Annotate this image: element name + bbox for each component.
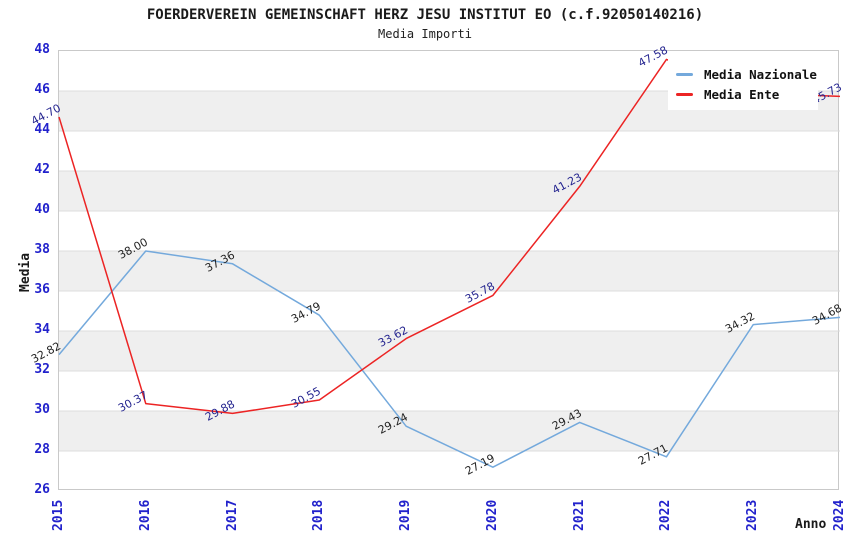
y-tick-label: 32 [34, 362, 50, 377]
series-line-media-ente [58, 58, 841, 415]
legend-swatch-icon [676, 72, 693, 76]
x-tick-label: 2023 [745, 499, 761, 531]
y-tick-label: 34 [34, 322, 50, 337]
legend-item: Media Nazionale [676, 64, 817, 84]
x-tick-label: 2017 [224, 499, 240, 531]
y-tick-label: 26 [34, 482, 50, 497]
chart-subtitle: Media Importi [378, 27, 472, 41]
legend-item: Media Ente [676, 84, 810, 104]
legend-swatch-icon [676, 92, 693, 96]
line-chart-canvas [58, 58, 841, 468]
plot-area [58, 50, 841, 490]
x-tick-label: 2016 [137, 499, 153, 531]
y-tick-label: 38 [34, 242, 50, 257]
y-tick-label: 30 [34, 402, 50, 417]
legend: Media Nazionale Media Ente [668, 59, 818, 110]
y-tick-label: 48 [34, 42, 50, 57]
x-tick-label: 2021 [571, 499, 587, 531]
x-tick-label: 2022 [658, 499, 674, 531]
legend-label: Media Nazionale [704, 66, 817, 82]
legend-label: Media Ente [704, 86, 780, 102]
chart-title: FOERDERVEREIN GEMEINSCHAFT HERZ JESU INS… [146, 7, 704, 23]
series-line-media-nazionale [58, 250, 841, 468]
x-tick-label: 2024 [832, 499, 847, 531]
x-tick-label: 2015 [51, 499, 66, 531]
y-tick-label: 40 [34, 202, 50, 217]
y-tick-label: 46 [34, 82, 50, 97]
y-tick-label: 28 [34, 442, 50, 457]
x-tick-label: 2019 [398, 499, 414, 531]
y-tick-label: 42 [34, 162, 50, 177]
x-tick-label: 2018 [311, 499, 327, 531]
y-tick-label: 44 [34, 122, 50, 137]
x-axis-title: Anno [795, 517, 827, 532]
x-tick-label: 2020 [484, 499, 500, 531]
y-tick-label: 36 [34, 282, 50, 297]
